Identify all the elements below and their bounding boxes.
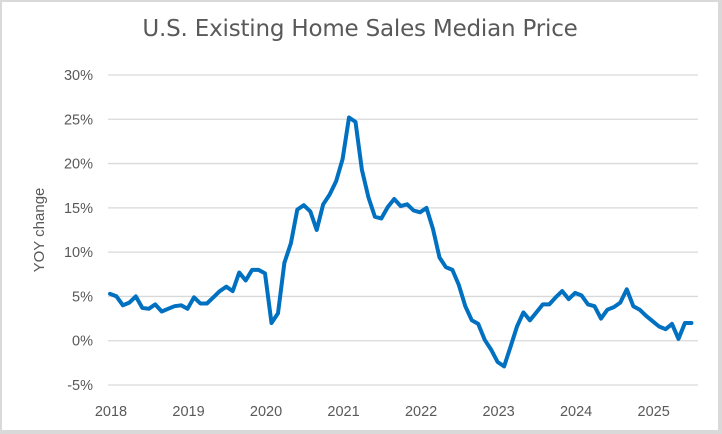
series-line xyxy=(108,115,694,369)
y-tick-label: -5% xyxy=(67,378,93,394)
y-tick-label: 25% xyxy=(64,112,93,128)
y-tick-label: 5% xyxy=(72,289,93,305)
y-tick-label: 0% xyxy=(72,334,93,350)
x-tick-label: 2020 xyxy=(250,404,282,420)
gridlines xyxy=(108,74,698,386)
chart-title: U.S. Existing Home Sales Median Price xyxy=(142,16,578,42)
y-tick-label: 30% xyxy=(64,68,93,84)
y-tick-label: 10% xyxy=(64,245,93,261)
x-tick-label: 2021 xyxy=(327,404,359,420)
y-tick-label: 20% xyxy=(64,157,93,173)
x-axis-ticks: 2018 2019 2020 2021 2022 2023 2024 2025 xyxy=(95,404,670,420)
y-axis-ticks: -5% 0% 5% 10% 15% 20% 25% 30% xyxy=(64,68,93,394)
x-tick-label: 2022 xyxy=(405,404,437,420)
x-tick-label: 2023 xyxy=(482,404,514,420)
x-tick-label: 2018 xyxy=(95,404,127,420)
x-tick-label: 2019 xyxy=(172,404,204,420)
x-tick-label: 2024 xyxy=(560,404,592,420)
y-axis-label: YOY change xyxy=(31,188,48,273)
y-tick-label: 15% xyxy=(64,201,93,217)
x-tick-label: 2025 xyxy=(638,404,670,420)
